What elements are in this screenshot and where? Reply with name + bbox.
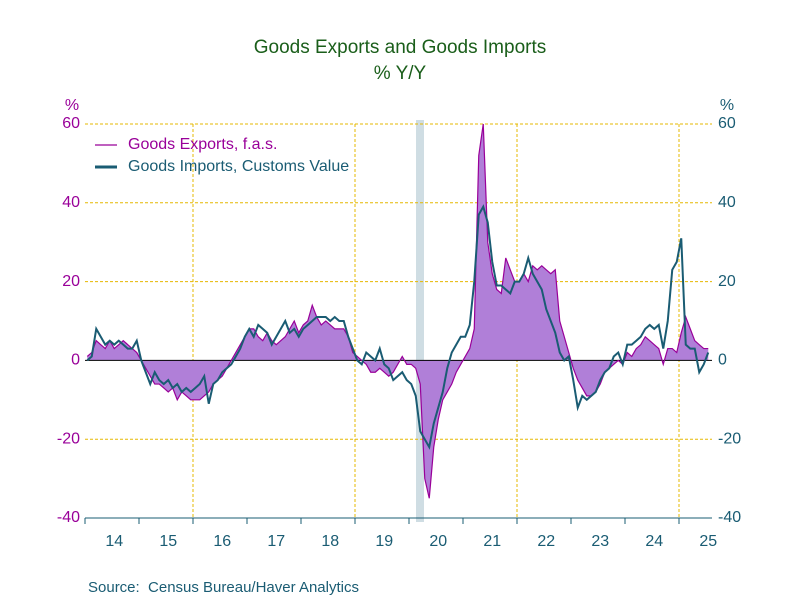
x-tick-label: 19 [375, 533, 393, 550]
x-tick-label: 24 [645, 533, 663, 550]
x-tick-label: 14 [105, 533, 123, 550]
y2-tick-label: -40 [718, 509, 741, 526]
x-tick-label: 17 [267, 533, 285, 550]
y-tick-label: -40 [57, 509, 80, 526]
y-tick-label: 40 [62, 194, 80, 211]
y2-tick-label: 60 [718, 115, 736, 132]
y2-tick-label: -20 [718, 430, 741, 447]
y2-tick-label: 40 [718, 194, 736, 211]
y-axis-label: % [65, 97, 79, 114]
x-tick-label: 21 [483, 533, 501, 550]
y-tick-label: 20 [62, 273, 80, 290]
y2-tick-label: 20 [718, 273, 736, 290]
y-tick-label: 60 [62, 115, 80, 132]
x-tick-label: 25 [699, 533, 717, 550]
recession-shade [416, 120, 424, 522]
x-tick-label: 16 [213, 533, 231, 550]
x-tick-label: 18 [321, 533, 339, 550]
series-line [86, 204, 710, 450]
chart-subtitle: % Y/Y [374, 63, 427, 84]
x-tick-label: 15 [159, 533, 177, 550]
y-tick-label: -20 [57, 430, 80, 447]
y-tick-label: 0 [71, 352, 80, 369]
x-tick-label: 22 [537, 533, 555, 550]
source-note: Source: Census Bureau/Haver Analytics [88, 579, 359, 596]
legend-label: Goods Imports, Customs Value [128, 158, 349, 175]
x-tick-label: 23 [591, 533, 609, 550]
y2-axis-label: % [720, 97, 734, 114]
chart-title: Goods Exports and Goods Imports [254, 37, 547, 58]
legend-label: Goods Exports, f.a.s. [128, 136, 277, 153]
y2-tick-label: 0 [718, 352, 727, 369]
x-tick-label: 20 [429, 533, 447, 550]
